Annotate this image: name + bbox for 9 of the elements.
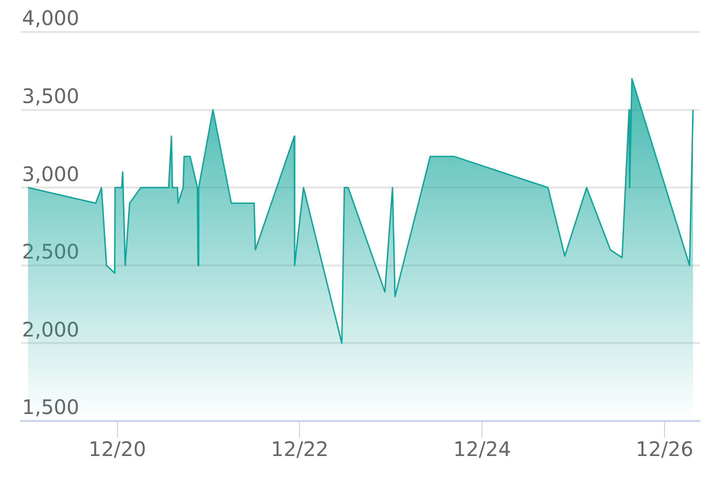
y-tick-label: 4,000 <box>22 6 80 30</box>
x-tick-label: 12/22 <box>270 437 329 462</box>
x-tick-label: 12/26 <box>636 437 694 462</box>
y-tick-label: 2,000 <box>22 317 80 342</box>
y-tick-label: 1,500 <box>22 395 80 420</box>
y-tick-label: 3,000 <box>22 162 80 186</box>
x-tick-label: 12/24 <box>453 437 511 462</box>
y-tick-label: 3,500 <box>22 84 80 108</box>
x-tick-label: 12/20 <box>88 437 146 462</box>
